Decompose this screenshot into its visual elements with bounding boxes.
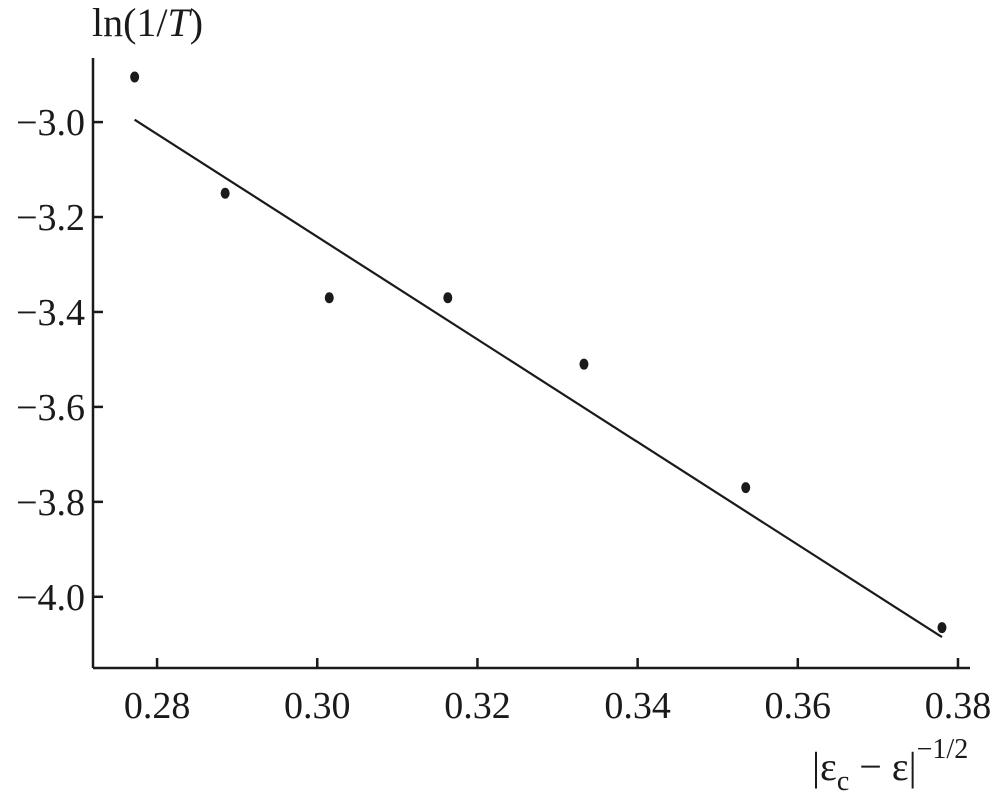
x-axis-ticks: 0.28 0.30 0.32 0.34 0.36 0.38 — [124, 658, 991, 727]
x-tick-label: 0.28 — [124, 685, 191, 727]
data-point — [130, 71, 140, 83]
x-tick-label: 0.34 — [604, 685, 671, 727]
data-point — [579, 358, 589, 370]
x-tick-label: 0.32 — [444, 685, 511, 727]
y-axis-title: ln(1/T) — [92, 0, 203, 45]
data-point — [937, 622, 947, 634]
data-point — [741, 482, 751, 494]
axes — [91, 58, 970, 670]
y-tick-label: −3.6 — [16, 387, 85, 429]
y-tick-label: −3.4 — [16, 292, 85, 334]
y-tick-label: −3.8 — [16, 482, 85, 524]
data-point — [443, 292, 453, 304]
fit-line-group — [134, 118, 943, 639]
x-axis-title: |εc − ε|−1/2 — [812, 734, 968, 797]
y-tick-label: −3.0 — [16, 102, 85, 144]
y-axis-ticks: −3.0 −3.2 −3.4 −3.6 −3.8 −4.0 — [16, 102, 103, 619]
x-tick-label: 0.38 — [925, 685, 992, 727]
data-points — [130, 71, 947, 634]
data-point — [220, 187, 230, 199]
y-tick-label: −4.0 — [16, 577, 85, 619]
x-tick-label: 0.36 — [765, 685, 832, 727]
x-tick-label: 0.30 — [284, 685, 351, 727]
fit-line — [134, 118, 943, 639]
data-point — [324, 292, 334, 304]
y-tick-label: −3.2 — [16, 197, 85, 239]
